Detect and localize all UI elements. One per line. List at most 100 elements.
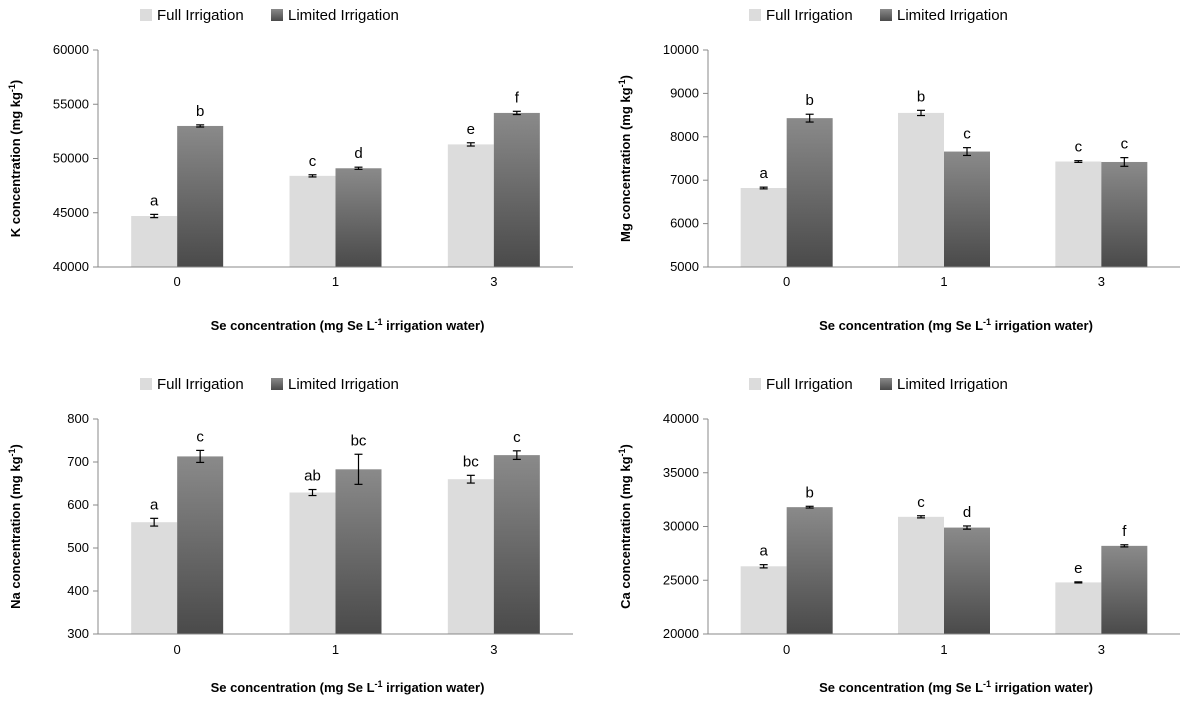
bar-limited-irrigation [944,151,990,267]
bar-full-irrigation [740,188,787,267]
significance-letter: f [1122,523,1127,540]
y-tick-label: 700 [67,454,89,469]
significance-letter: a [150,496,159,513]
y-tick-label: 50000 [53,151,89,166]
significance-letter: bc [463,453,479,470]
y-axis-title: Mg concentration (mg kg-1) [617,75,633,242]
bar-full-irrigation [131,522,178,634]
x-tick-label: 3 [490,274,497,289]
x-tick-label: 0 [783,274,790,289]
legend-swatch-limited [271,9,283,21]
y-tick-label: 800 [67,411,89,426]
label-superscript: -1 [7,84,17,92]
bar-full-irrigation [289,175,336,267]
x-tick-label: 3 [1098,274,1105,289]
bar-limited-irrigation [1101,545,1148,634]
bar-full-irrigation [740,566,787,634]
legend: Full Irrigation Limited Irrigation [140,7,399,24]
bar-limited-irrigation [493,455,540,634]
significance-letter: bc [351,432,367,449]
significance-letter: c [309,153,317,170]
bar-limited-irrigation [944,527,990,634]
legend-label-full: Full Irrigation [766,7,853,24]
x-tick-label: 0 [174,274,181,289]
x-tick-label: 1 [940,642,947,657]
significance-letter: c [196,428,204,445]
bar-full-irrigation [289,492,336,634]
bar-limited-irrigation [177,125,224,267]
label-main: K concentration (mg kg [8,92,23,237]
bar-limited-irrigation [335,469,382,634]
legend-label-limited: Limited Irrigation [288,376,399,393]
x-tick-label: 1 [332,274,339,289]
x-tick-label: 0 [174,642,181,657]
significance-letter: c [1075,139,1083,156]
significance-letter: b [196,103,204,120]
y-tick-label: 9000 [670,85,699,100]
x-axis-title: Se concentration (mg Se L-1 irrigation w… [211,317,485,333]
legend-swatch-limited [880,9,892,21]
significance-letter: d [963,504,971,521]
x-tick-label: 3 [490,642,497,657]
label-superscript: -1 [7,448,17,456]
legend-label-full: Full Irrigation [157,7,244,24]
significance-letter: c [1121,136,1129,153]
bar-limited-irrigation [335,168,382,267]
label-superscript: -1 [617,448,627,456]
label-end: ) [8,80,23,84]
label-main: Ca concentration (mg kg [618,456,633,608]
chart-panel-3: Full Irrigation Limited Irrigation 300 400 5… [7,376,573,695]
legend-swatch-limited [880,378,892,390]
y-tick-label: 7000 [670,172,699,187]
bar-limited-irrigation [786,118,833,267]
bar-limited-irrigation [177,456,224,634]
bar-full-irrigation [447,479,494,634]
y-tick-label: 45000 [53,205,89,220]
legend-label-limited: Limited Irrigation [897,7,1008,24]
label-end: irrigation water) [383,318,485,333]
label-superscript: -1 [983,679,991,689]
label-end: irrigation water) [383,680,485,695]
label-main: Se concentration (mg Se L [819,318,983,333]
chart-panel-2: Full Irrigation Limited Irrigation 5000 600… [617,7,1180,333]
label-main: Se concentration (mg Se L [819,680,983,695]
x-tick-label: 0 [783,642,790,657]
label-superscript: -1 [375,317,383,327]
significance-letter: b [917,88,925,105]
x-tick-label: 3 [1098,642,1105,657]
legend-label-full: Full Irrigation [157,376,244,393]
chart-panel-1: Full Irrigation Limited Irrigation 40000 45… [7,7,573,333]
significance-letter: ab [304,468,321,485]
significance-letter: e [467,121,475,138]
y-tick-label: 40000 [53,259,89,274]
y-tick-label: 20000 [663,626,699,641]
label-end: ) [618,444,633,448]
bar-limited-irrigation [786,507,833,634]
label-main: Na concentration (mg kg [8,456,23,608]
significance-letter: a [759,165,768,182]
legend-label-limited: Limited Irrigation [288,7,399,24]
y-tick-label: 30000 [663,519,699,534]
significance-letter: c [917,494,925,511]
legend-swatch-full [749,9,761,21]
significance-letter: f [515,89,520,106]
y-tick-label: 35000 [663,465,699,480]
significance-letter: a [150,192,159,209]
significance-letter: b [805,92,813,109]
bar-full-irrigation [1055,161,1102,267]
bar-full-irrigation [447,144,494,267]
y-tick-label: 10000 [663,42,699,57]
significance-letter: d [354,145,362,162]
chart-panel-4: Full Irrigation Limited Irrigation 20000 25… [617,376,1180,695]
significance-letter: b [805,484,813,501]
y-tick-label: 5000 [670,259,699,274]
bar-limited-irrigation [1101,161,1148,267]
y-tick-label: 600 [67,497,89,512]
label-main: Se concentration (mg Se L [211,680,375,695]
label-end: ) [618,75,633,79]
label-main: Mg concentration (mg kg [618,87,633,242]
legend: Full Irrigation Limited Irrigation [140,376,399,393]
y-tick-label: 25000 [663,572,699,587]
x-tick-label: 1 [332,642,339,657]
